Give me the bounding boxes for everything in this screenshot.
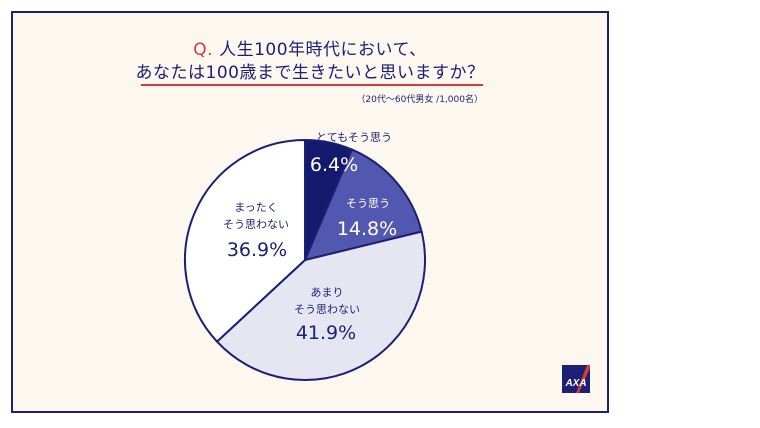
slice-value-2: 41.9% xyxy=(296,322,356,344)
pie-chart: とてもそう思う6.4%そう思う14.8%あまりそう思わない41.9%まったくそう… xyxy=(184,131,426,381)
question-prefix: Q. xyxy=(193,40,214,60)
slice-value-3: 36.9% xyxy=(227,239,287,261)
slice-label-0-line-0: とてもそう思う xyxy=(316,131,392,144)
pie-slice-2 xyxy=(215,230,426,381)
chart-frame: Q. 人生100年時代において、 あなたは100歳まで生きたいと思いますか？ （2… xyxy=(11,11,609,413)
slice-label-1-line-0: そう思う xyxy=(346,197,390,210)
slice-value-0: 6.4% xyxy=(310,154,358,176)
slice-label-2-line-0: あまり xyxy=(311,286,344,299)
question-line-1: Q. 人生100年時代において、 xyxy=(13,35,607,60)
pie-slice-1 xyxy=(303,148,423,262)
slice-label-2-line-1: そう思わない xyxy=(294,303,360,316)
axa-logo: AXA xyxy=(562,365,590,393)
sample-note: （20代～60代男女 /1,000名） xyxy=(356,95,483,105)
pie-slice-3 xyxy=(184,138,306,344)
axa-logo-text: AXA xyxy=(564,378,586,389)
question-text-1: 人生100年時代において、 xyxy=(219,40,427,60)
question-line-2: あなたは100歳まで生きたいと思いますか？ xyxy=(135,63,485,83)
slice-label-3-line-1: そう思わない xyxy=(223,218,289,231)
slice-label-3-line-0: まったく xyxy=(234,201,278,214)
slice-value-1: 14.8% xyxy=(337,218,397,240)
title-underline xyxy=(141,84,483,86)
